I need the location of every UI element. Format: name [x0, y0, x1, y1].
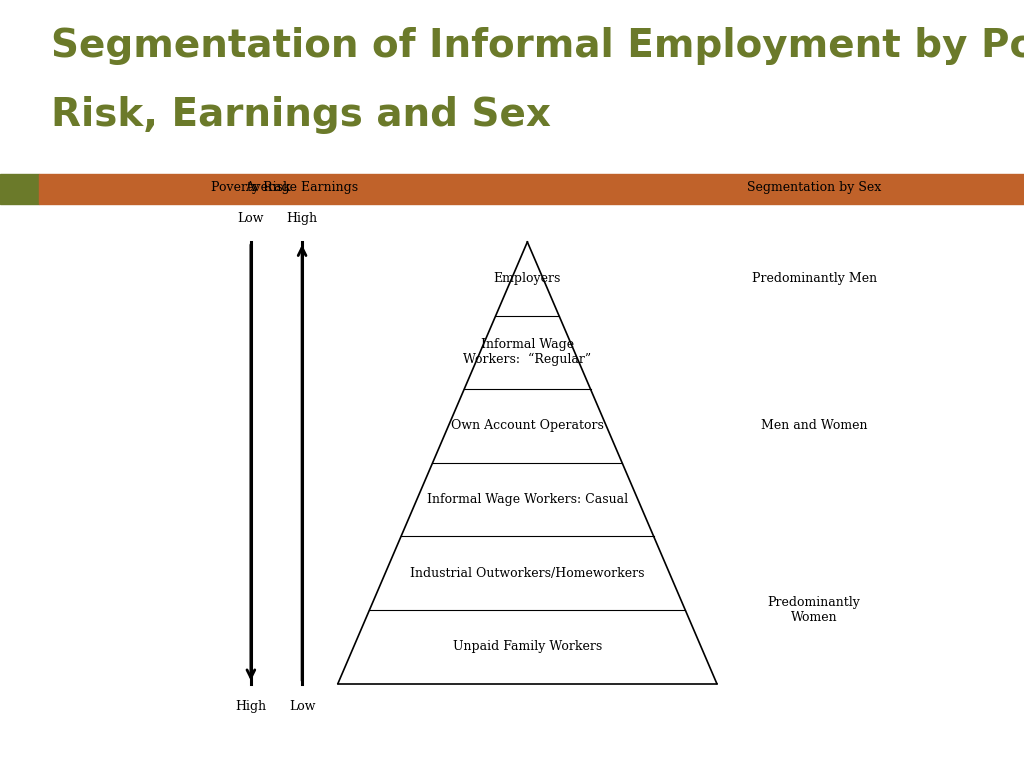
- Text: Risk, Earnings and Sex: Risk, Earnings and Sex: [51, 96, 551, 134]
- Text: Own Account Operators: Own Account Operators: [451, 419, 604, 432]
- Bar: [39, 174, 1024, 204]
- Text: High: High: [236, 700, 266, 713]
- Text: High: High: [287, 212, 317, 225]
- Text: Unpaid Family Workers: Unpaid Family Workers: [453, 641, 602, 654]
- Text: Informal Wage Workers: Casual: Informal Wage Workers: Casual: [427, 493, 628, 506]
- Text: Men and Women: Men and Women: [761, 419, 867, 432]
- Text: Average Earnings: Average Earnings: [246, 181, 358, 194]
- Text: Segmentation by Sex: Segmentation by Sex: [746, 181, 882, 194]
- Text: Predominantly Men: Predominantly Men: [752, 272, 877, 285]
- Bar: [0, 174, 39, 204]
- Text: Low: Low: [289, 700, 315, 713]
- Text: Informal Wage
Workers:  “Regular”: Informal Wage Workers: “Regular”: [463, 338, 592, 366]
- Text: Employers: Employers: [494, 272, 561, 285]
- Text: Poverty Risk: Poverty Risk: [211, 181, 291, 194]
- Text: Low: Low: [238, 212, 264, 225]
- Text: Industrial Outworkers/Homeworkers: Industrial Outworkers/Homeworkers: [410, 567, 645, 580]
- Text: Segmentation of Informal Employment by Poverty: Segmentation of Informal Employment by P…: [51, 27, 1024, 65]
- Text: Predominantly
Women: Predominantly Women: [768, 596, 860, 624]
